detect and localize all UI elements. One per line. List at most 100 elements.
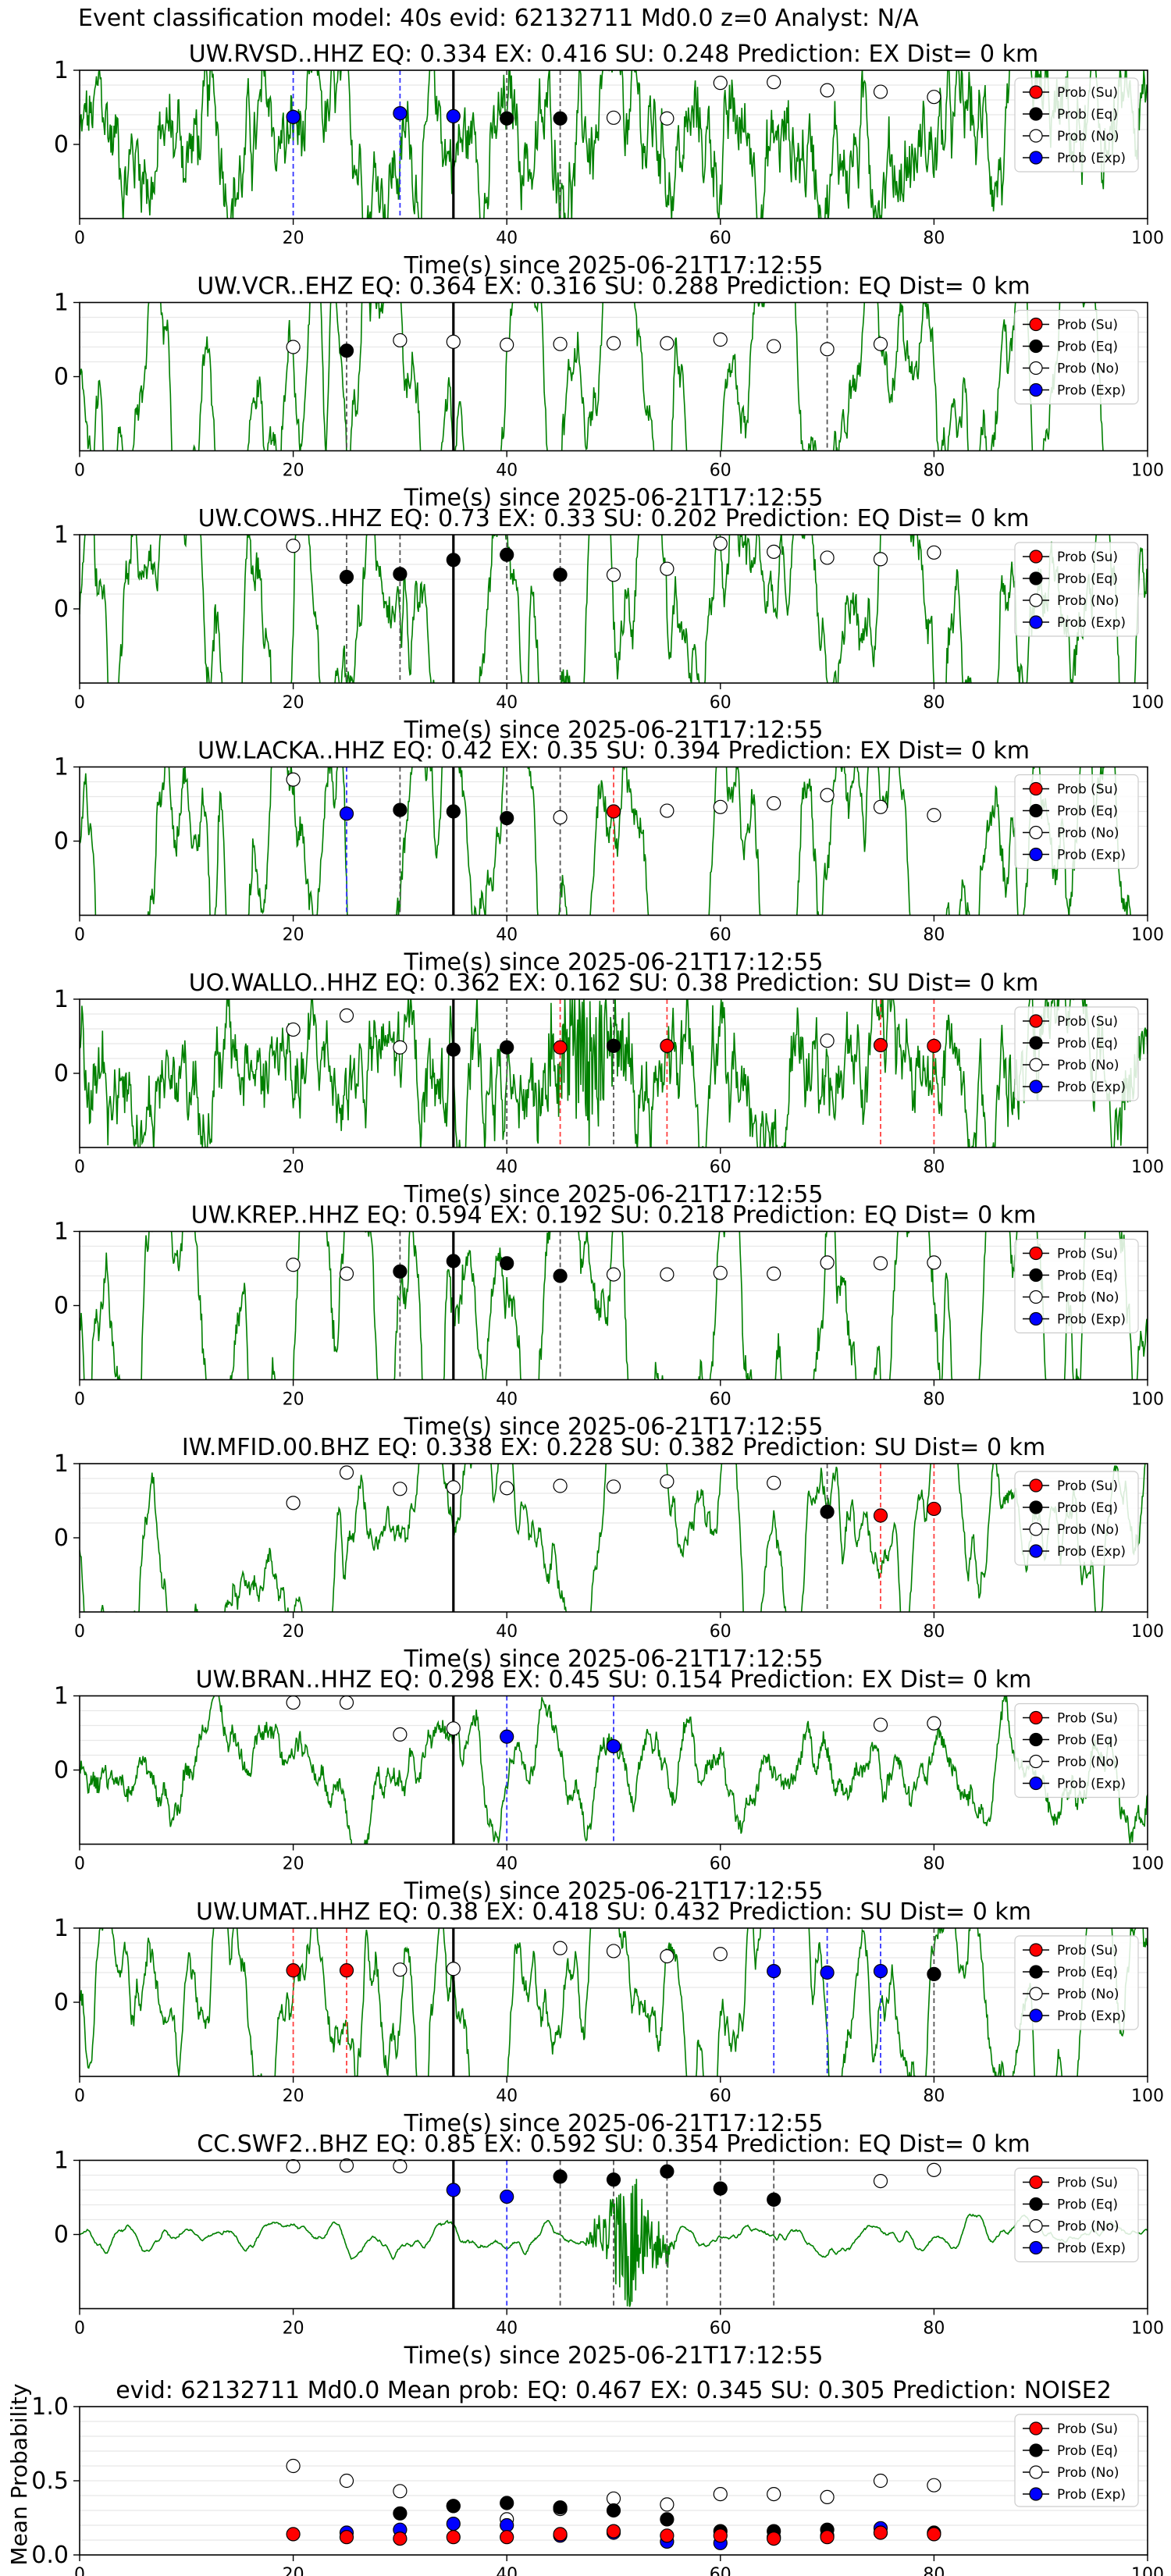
x-tick-label: 20 <box>283 2087 304 2106</box>
prob-point-eq <box>553 111 568 126</box>
legend-label-exp: Prob (Exp) <box>1057 1544 1126 1560</box>
prob-point-no <box>927 2478 941 2492</box>
prob-point-no <box>873 1717 888 1732</box>
x-tick-label: 20 <box>283 1855 304 1874</box>
legend-label-eq: Prob (Eq) <box>1057 1965 1118 1980</box>
legend-marker-exp <box>1029 2008 1043 2023</box>
legend-marker-su <box>1029 781 1043 796</box>
legend-marker-su <box>1029 550 1043 564</box>
x-axis-label: Time(s) since 2025-06-21T17:12:55 <box>404 1414 824 1441</box>
x-axis-label: Time(s) since 2025-06-21T17:12:55 <box>404 1878 824 1905</box>
prob-point-no <box>606 568 621 582</box>
prob-point-no <box>446 334 461 349</box>
legend: Prob (Su) Prob (Eq) Prob (No) Prob (Exp) <box>1014 309 1139 405</box>
prob-point-no <box>767 544 781 559</box>
x-tick-label: 40 <box>496 1622 518 1642</box>
prob-point-eq <box>606 2172 621 2187</box>
legend: Prob (Su) Prob (Eq) Prob (No) Prob (Exp) <box>1014 774 1139 870</box>
x-tick-label: 80 <box>923 229 945 248</box>
legend-marker-exp <box>1029 2487 1043 2501</box>
legend-label-exp: Prob (Exp) <box>1057 1080 1126 1095</box>
legend: Prob (Su) Prob (Eq) Prob (No) Prob (Exp) <box>1014 77 1139 173</box>
legend-marker-su <box>1029 1014 1043 1028</box>
waveform-trace <box>80 2179 1148 2307</box>
legend-label-no: Prob (No) <box>1057 1290 1119 1306</box>
prob-point-eq <box>713 2181 728 2196</box>
panel-title: IW.MFID.00.BHZ EQ: 0.338 EX: 0.228 SU: 0… <box>182 1434 1045 1461</box>
legend-label-exp: Prob (Exp) <box>1057 383 1126 399</box>
prob-point-no <box>500 1481 514 1496</box>
legend-box <box>1014 1006 1139 1101</box>
legend-label-no: Prob (No) <box>1057 2219 1119 2235</box>
waveform-trace <box>80 1928 1148 2076</box>
panel-mean: 0 20 40 60 80 100 0.0 0.5 1.0 evid: 62132711 Md0.… <box>6 2377 1164 2576</box>
legend-label-exp: Prob (Exp) <box>1057 2487 1126 2503</box>
prob-point-no <box>339 2473 354 2489</box>
prob-point-no <box>820 1255 835 1270</box>
legend-label-eq: Prob (Eq) <box>1057 1733 1118 1749</box>
legend-label-eq: Prob (Eq) <box>1057 1268 1118 1284</box>
legend-label-no: Prob (No) <box>1057 1522 1119 1538</box>
x-tick-label: 60 <box>710 461 731 481</box>
y-tick-label: 0 <box>54 596 69 623</box>
x-tick-label: 80 <box>923 461 945 481</box>
x-tick-label: 80 <box>923 693 945 713</box>
prob-point-no <box>553 809 568 825</box>
y-tick-label: 0 <box>54 364 69 391</box>
prob-point-eq <box>660 2164 674 2179</box>
panel-title: CC.SWF2..BHZ EQ: 0.85 EX: 0.592 SU: 0.35… <box>197 2131 1030 2158</box>
prob-point-no <box>767 75 781 90</box>
prob-point-eq <box>553 1268 568 1283</box>
prob-point-no <box>500 337 514 352</box>
y-tick-label: 1 <box>54 290 69 317</box>
prob-point-no <box>606 110 621 125</box>
legend-marker-eq <box>1029 571 1043 585</box>
x-tick-label: 20 <box>283 461 304 481</box>
prob-point-no <box>286 2159 301 2174</box>
prob-point-no <box>286 1022 301 1037</box>
legend-label-no: Prob (No) <box>1057 2465 1119 2481</box>
prob-point-no <box>286 2458 301 2474</box>
x-axis-label: Time(s) since 2025-06-21T17:12:55 <box>404 1181 824 1208</box>
x-tick-label: 100 <box>1131 2319 1164 2339</box>
x-axis-label: Time(s) since 2025-06-21T17:12:55 <box>404 717 824 744</box>
legend-marker-eq <box>1029 339 1043 354</box>
prob-point-no <box>339 1465 354 1480</box>
x-axis-label: Time(s) since 2025-06-21T17:12:55 <box>404 2343 824 2370</box>
panel-title: UW.VCR..EHZ EQ: 0.364 EX: 0.316 SU: 0.28… <box>197 273 1030 301</box>
prob-point-su <box>606 2524 621 2539</box>
x-tick-label: 80 <box>923 2087 945 2106</box>
x-tick-label: 0 <box>74 693 85 713</box>
panel-title: UO.WALLO..HHZ EQ: 0.362 EX: 0.162 SU: 0.… <box>189 970 1039 997</box>
prob-point-no <box>660 561 674 576</box>
y-tick-label: 0.0 <box>31 2542 69 2569</box>
y-tick-label: 1 <box>54 1915 69 1942</box>
prob-point-su <box>553 2527 568 2542</box>
prob-point-no <box>660 803 674 818</box>
prob-point-no <box>393 2159 408 2174</box>
legend-marker-eq <box>1029 2443 1043 2457</box>
x-tick-label: 0 <box>74 2565 85 2576</box>
legend-label-eq: Prob (Eq) <box>1057 1500 1118 1516</box>
prob-point-no <box>820 1034 835 1048</box>
panel-title: UW.COWS..HHZ EQ: 0.73 EX: 0.33 SU: 0.202… <box>198 505 1030 532</box>
prob-point-no <box>713 2487 728 2502</box>
waveform-trace <box>80 70 1148 219</box>
legend-marker-eq <box>1029 1500 1043 1514</box>
legend-label-su: Prob (Su) <box>1057 1014 1118 1030</box>
legend-marker-eq <box>1029 107 1043 121</box>
legend-label-su: Prob (Su) <box>1057 1478 1118 1494</box>
prob-point-no <box>820 2489 835 2504</box>
prob-point-no <box>286 1258 301 1272</box>
x-tick-label: 60 <box>710 926 731 945</box>
y-tick-label: 0 <box>54 828 69 856</box>
prob-point-no <box>553 1478 568 1493</box>
prob-point-eq <box>446 804 461 819</box>
prob-point-no <box>713 799 728 814</box>
prob-point-no <box>873 2473 888 2489</box>
prob-point-exp <box>767 1964 781 1979</box>
prob-point-eq <box>393 2506 408 2521</box>
legend-marker-no <box>1029 2218 1043 2233</box>
y-tick-label: 0 <box>54 1989 69 2016</box>
prob-point-eq <box>553 568 568 582</box>
